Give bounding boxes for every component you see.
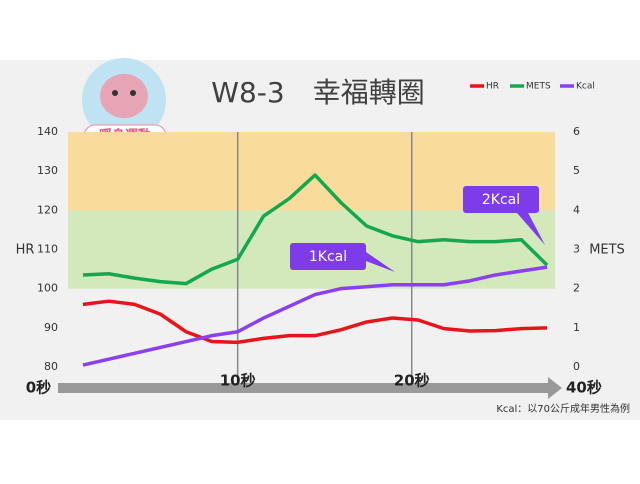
legend-label: HR xyxy=(486,82,499,92)
y2-tick-label: 3 xyxy=(573,243,580,256)
x-tick-label: 0秒 xyxy=(26,379,51,397)
y2-tick-label: 0 xyxy=(573,360,580,373)
legend-label: METS xyxy=(526,82,551,92)
callout-pointer xyxy=(358,252,395,272)
y-tick-label: 140 xyxy=(37,125,58,138)
y-tick-label: 120 xyxy=(37,203,58,216)
y2-tick-label: 6 xyxy=(573,125,580,138)
y-tick-label: 90 xyxy=(44,321,58,334)
y-tick-label: 80 xyxy=(44,360,58,373)
y-axis-label: HR xyxy=(16,243,35,258)
time-arrow xyxy=(58,377,562,399)
y-tick-label: 100 xyxy=(37,282,58,295)
y2-tick-label: 1 xyxy=(573,321,580,334)
y-tick-label: 110 xyxy=(37,243,58,256)
y2-tick-label: 5 xyxy=(573,164,580,177)
callout-box xyxy=(290,243,366,270)
x-tick-label: 20秒 xyxy=(394,372,430,390)
callout-box xyxy=(463,186,539,213)
legend-label: Kcal xyxy=(576,82,595,92)
x-tick-label: 40秒 xyxy=(566,379,602,397)
chart-title: W8-3 幸福轉圈 xyxy=(211,76,424,109)
series-line xyxy=(82,265,548,367)
y2-axis-label: METS xyxy=(589,243,625,258)
y2-tick-label: 4 xyxy=(573,203,580,216)
annotation: 1Kcal xyxy=(309,249,347,265)
annotation: 2Kcal xyxy=(482,192,520,208)
y-tick-label: 130 xyxy=(37,164,58,177)
series-line xyxy=(82,173,549,286)
callout-pointer xyxy=(517,207,545,245)
series-line xyxy=(82,299,548,345)
note: Kcal：以70公斤成年男性為例 xyxy=(496,402,630,415)
y2-tick-label: 2 xyxy=(573,282,580,295)
x-tick-label: 10秒 xyxy=(220,372,256,390)
